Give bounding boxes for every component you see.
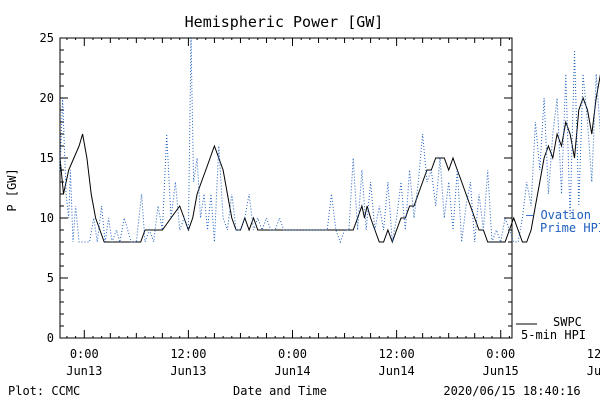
x-tick-label-date: Jun15 — [483, 364, 519, 378]
plot-credit: Plot: CCMC — [8, 384, 80, 398]
x-tick-label-time: 0:00 — [278, 347, 307, 361]
series-swpc-line — [59, 73, 600, 244]
y-tick-label: 15 — [40, 151, 54, 165]
x-tick-label-date: Jun14 — [379, 364, 415, 378]
legend-ovation-line1: — Ovation — [526, 208, 591, 222]
plot-timestamp: 2020/06/15 18:40:16 — [443, 384, 580, 398]
legend-ovation: — Ovation Prime HPI — [526, 208, 600, 235]
x-axis: 0:00 Jun13 12:00 Jun13 0:00 Jun14 12:00 Jun14 0:… — [66, 38, 600, 378]
legend-swpc-line2: 5-min HPI — [521, 328, 586, 342]
legend-swpc: SWPC 5-min HPI — [516, 315, 586, 342]
x-tick-label-time: 0:00 — [70, 347, 99, 361]
series-layer — [59, 37, 600, 244]
x-axis-label: Date and Time — [233, 384, 327, 398]
y-tick-label: 5 — [47, 271, 54, 285]
y-tick-label: 25 — [40, 31, 54, 45]
y-axis: 0 5 10 15 20 25 — [40, 31, 512, 345]
y-tick-label: 10 — [40, 211, 54, 225]
y-tick-label: 20 — [40, 91, 54, 105]
x-tick-label-date: Jun13 — [66, 364, 102, 378]
y-axis-label: P [GW] — [5, 168, 19, 211]
x-tick-label-date: Jun15 — [587, 364, 600, 378]
x-tick-label-date: Jun14 — [274, 364, 310, 378]
x-tick-label-date: Jun13 — [170, 364, 206, 378]
series-ovation-line — [59, 37, 600, 244]
x-tick-label-time: 12:00 — [587, 347, 600, 361]
chart-title: Hemispheric Power [GW] — [185, 13, 384, 31]
legend-ovation-line2: Prime HPI — [540, 221, 600, 235]
x-tick-label-time: 12:00 — [170, 347, 206, 361]
x-tick-label-time: 12:00 — [379, 347, 415, 361]
y-tick-label: 0 — [47, 331, 54, 345]
plot-frame — [59, 37, 513, 339]
x-tick-label-time: 0:00 — [486, 347, 515, 361]
legend-swpc-line1: SWPC — [553, 315, 582, 329]
